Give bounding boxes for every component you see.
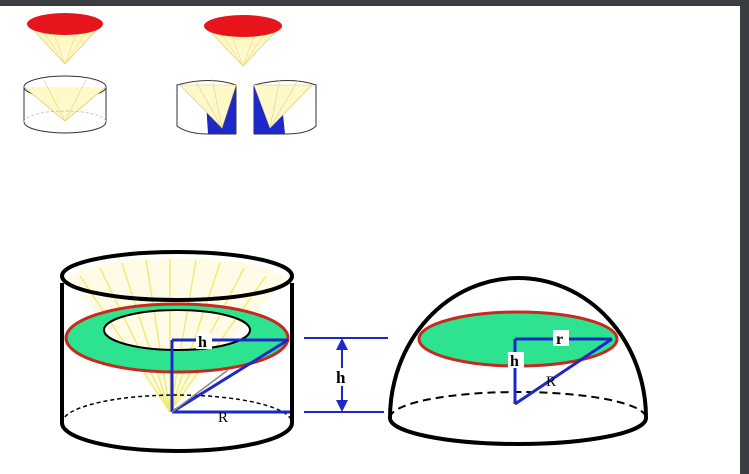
hemisphere-r-label: r — [556, 331, 563, 348]
cylinder-h-label-bg — [196, 333, 212, 349]
hemisphere-R-label: R — [546, 374, 556, 390]
ring-inner-edge — [103, 309, 251, 351]
cylinder-half-right — [253, 78, 317, 135]
ring-outer-edge — [64, 302, 290, 374]
top-bar — [0, 0, 749, 6]
cylinder-small — [23, 75, 107, 134]
cone-over-split-cylinder-figure — [176, 15, 317, 135]
cone-top-disk-2 — [204, 15, 282, 37]
hemisphere-figure: r h R — [387, 276, 649, 446]
cross-section-ring — [64, 302, 290, 374]
inverted-cone-top-2 — [204, 15, 282, 67]
diagram-canvas: h R h r h R — [0, 6, 740, 474]
cylinder-h-label: h — [198, 334, 207, 351]
cylinder-half-left — [176, 78, 237, 135]
cylinder-dimension-lines — [170, 338, 290, 414]
hemisphere-h-label: h — [510, 353, 519, 370]
cylinder-R-label: R — [218, 410, 228, 426]
cylinder-bottom-hidden-edge — [61, 394, 293, 424]
cone-over-cylinder-figure — [23, 13, 107, 134]
right-bar — [740, 6, 749, 474]
inverted-cone-top — [27, 13, 103, 65]
cylinder-minus-cone-figure: h R — [60, 250, 294, 453]
height-dimension-marker: h — [304, 337, 388, 413]
arrow-down-icon — [336, 400, 348, 412]
cone-top-disk — [27, 13, 103, 35]
arrow-up-icon — [336, 338, 348, 350]
cylinder-top-rim — [60, 250, 294, 302]
hemisphere-base-hidden-edge — [389, 391, 647, 419]
volume-diagram: h R h r h R — [23, 13, 649, 453]
dimension-h-label: h — [336, 368, 346, 387]
